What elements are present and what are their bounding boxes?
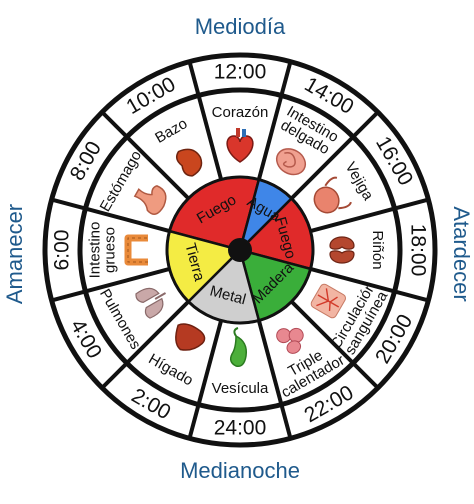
hour-divider [351,110,380,139]
hour-divider [394,289,429,303]
lungs-icon [135,287,167,319]
stomach-icon [133,185,167,215]
large-intestine-icon [124,234,148,266]
organ-label: Intestinogrueso [87,222,119,279]
label-sunset: Atardecer [449,206,474,301]
triple-burner-icon [276,327,304,354]
gallbladder-icon [229,327,248,368]
hour-divider [51,197,86,211]
liver-icon [175,323,206,351]
hour-divider [394,197,429,211]
segment-divider [196,319,224,406]
hour-divider [100,361,129,390]
segment-divider [290,135,355,200]
bladder-icon [313,176,352,214]
segment-divider [256,94,284,181]
time-label: 6:00 [51,230,74,271]
segment-divider [309,206,396,234]
segment-divider [84,206,171,234]
hour-divider [187,404,201,439]
hour-divider [51,289,86,303]
hour-divider [100,110,129,139]
hour-divider [279,61,293,96]
organ-label: Vesícula [212,380,269,397]
label-sunrise: Amanecer [2,204,27,304]
segment-divider [84,266,171,294]
circulation-icon [310,283,346,319]
hour-divider [187,61,201,96]
hour-divider [351,361,380,390]
organ-label: Corazón [212,104,269,121]
label-midnight: Medianoche [180,458,300,483]
center-hub [228,238,252,262]
time-label: 18:00 [407,224,430,277]
spleen-icon [175,148,203,177]
segment-divider [309,266,396,294]
time-label: 24:00 [214,417,267,440]
hour-divider [279,404,293,439]
kidney-icon [329,236,355,264]
small-intestine-icon [275,148,307,176]
segment-divider [125,300,190,365]
segment-divider [256,319,284,406]
time-label: 12:00 [214,61,267,84]
organ-clock-wheel: Corazón12:00Intestinodelgado14:00Vejiga1… [42,52,438,448]
segment-divider [196,94,224,181]
segment-divider [125,135,190,200]
organ-label: Riñón [369,230,386,269]
segment-divider [290,300,355,365]
heart-icon [226,128,254,163]
label-noon: Mediodía [195,14,286,39]
element-ring [165,175,315,325]
